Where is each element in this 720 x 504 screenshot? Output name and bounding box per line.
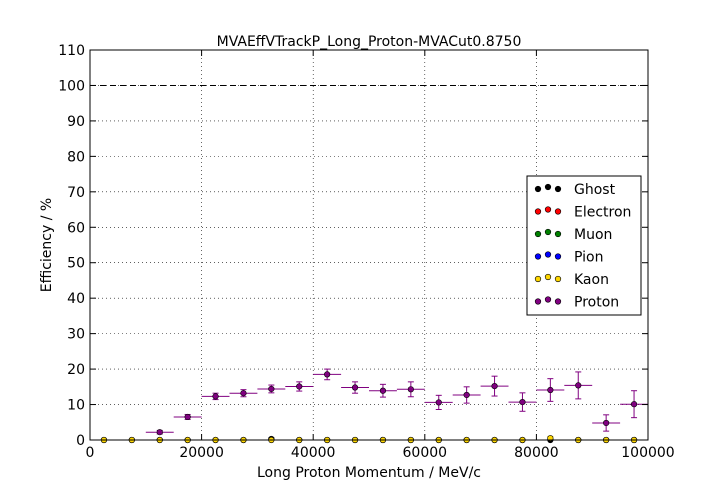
legend-item-muon: Muon — [534, 227, 612, 243]
x-tick-label: 60000 — [403, 445, 448, 461]
legend-item-ghost: Ghost — [534, 182, 616, 198]
legend-marker-proton — [554, 298, 562, 305]
legend-marker-ghost — [534, 185, 542, 193]
x-tick-label: 100000 — [621, 445, 674, 461]
legend-box — [526, 175, 642, 316]
legend-marker-pion — [544, 251, 552, 258]
legend-marker-kaon — [534, 275, 542, 283]
legend-marker-muon — [534, 230, 542, 238]
legend-label-proton: Proton — [574, 295, 619, 311]
series-proton — [145, 368, 648, 436]
legend-marker-electron — [554, 208, 562, 215]
chart-title: MVAEffVTrackP_Long_Proton-MVACut0.8750 — [217, 34, 522, 50]
legend-label-pion: Pion — [574, 250, 603, 266]
y-tick-label: 20 — [67, 362, 85, 378]
y-tick-label: 100 — [58, 78, 85, 94]
legend-label-ghost: Ghost — [574, 182, 616, 198]
legend-marker-pion — [554, 253, 562, 260]
proton-point — [519, 398, 526, 406]
proton-point — [296, 383, 303, 390]
y-tick-label: 60 — [67, 220, 85, 236]
y-axis-label: Efficiency / % — [39, 198, 55, 292]
legend-marker-kaon — [554, 275, 562, 283]
legend-marker-ghost — [554, 185, 562, 193]
proton-point — [324, 371, 331, 378]
legend-label-kaon: Kaon — [574, 272, 609, 288]
x-axis-label: Long Proton Momentum / MeV/c — [257, 465, 481, 481]
legend-marker-muon — [554, 230, 562, 238]
proton-point — [184, 413, 191, 421]
proton-point — [463, 391, 470, 399]
y-tick-label: 90 — [67, 114, 85, 130]
proton-point — [351, 384, 359, 391]
legend-item-proton: Proton — [534, 295, 619, 311]
proton-point — [491, 383, 498, 390]
legend-marker-ghost — [544, 183, 552, 191]
proton-point — [603, 419, 610, 427]
axis-ticks: 0 20000 40000 60000 80000 100000 0 10 20 30 40 50 60… — [58, 43, 674, 461]
legend-marker-electron — [544, 206, 552, 213]
proton-point — [240, 390, 247, 397]
x-tick-label: 0 — [86, 445, 95, 461]
y-tick-label: 30 — [67, 327, 85, 343]
proton-point — [212, 393, 219, 400]
proton-point — [379, 387, 387, 394]
proton-point — [435, 399, 442, 406]
proton-point — [156, 429, 163, 436]
legend-marker-pion — [534, 253, 542, 260]
x-tick-label: 40000 — [291, 445, 336, 461]
proton-point — [547, 386, 554, 394]
proton-point — [268, 385, 275, 393]
y-tick-label: 80 — [67, 149, 85, 165]
legend-marker-electron — [534, 208, 542, 215]
legend-label-muon: Muon — [574, 227, 612, 243]
legend-marker-proton — [544, 296, 552, 303]
legend-item-electron: Electron — [534, 205, 631, 221]
y-tick-label: 110 — [58, 43, 85, 59]
x-tick-label: 80000 — [514, 445, 559, 461]
legend: Ghost Electron Muon Pion Kaon Proton — [526, 175, 642, 316]
y-tick-label: 50 — [67, 256, 85, 272]
legend-marker-muon — [544, 228, 552, 236]
y-tick-label: 70 — [67, 185, 85, 201]
y-tick-label: 40 — [67, 291, 85, 307]
legend-item-pion: Pion — [534, 250, 603, 266]
plot-area-frame — [89, 49, 649, 441]
legend-item-kaon: Kaon — [534, 272, 609, 288]
y-tick-label: 0 — [76, 433, 85, 449]
legend-label-electron: Electron — [574, 205, 631, 221]
y-tick-label: 10 — [67, 398, 85, 414]
x-tick-label: 20000 — [179, 445, 224, 461]
proton-point — [575, 382, 582, 389]
legend-marker-kaon — [544, 273, 552, 281]
legend-marker-proton — [534, 298, 542, 305]
proton-point — [407, 386, 414, 393]
proton-point — [630, 401, 638, 408]
